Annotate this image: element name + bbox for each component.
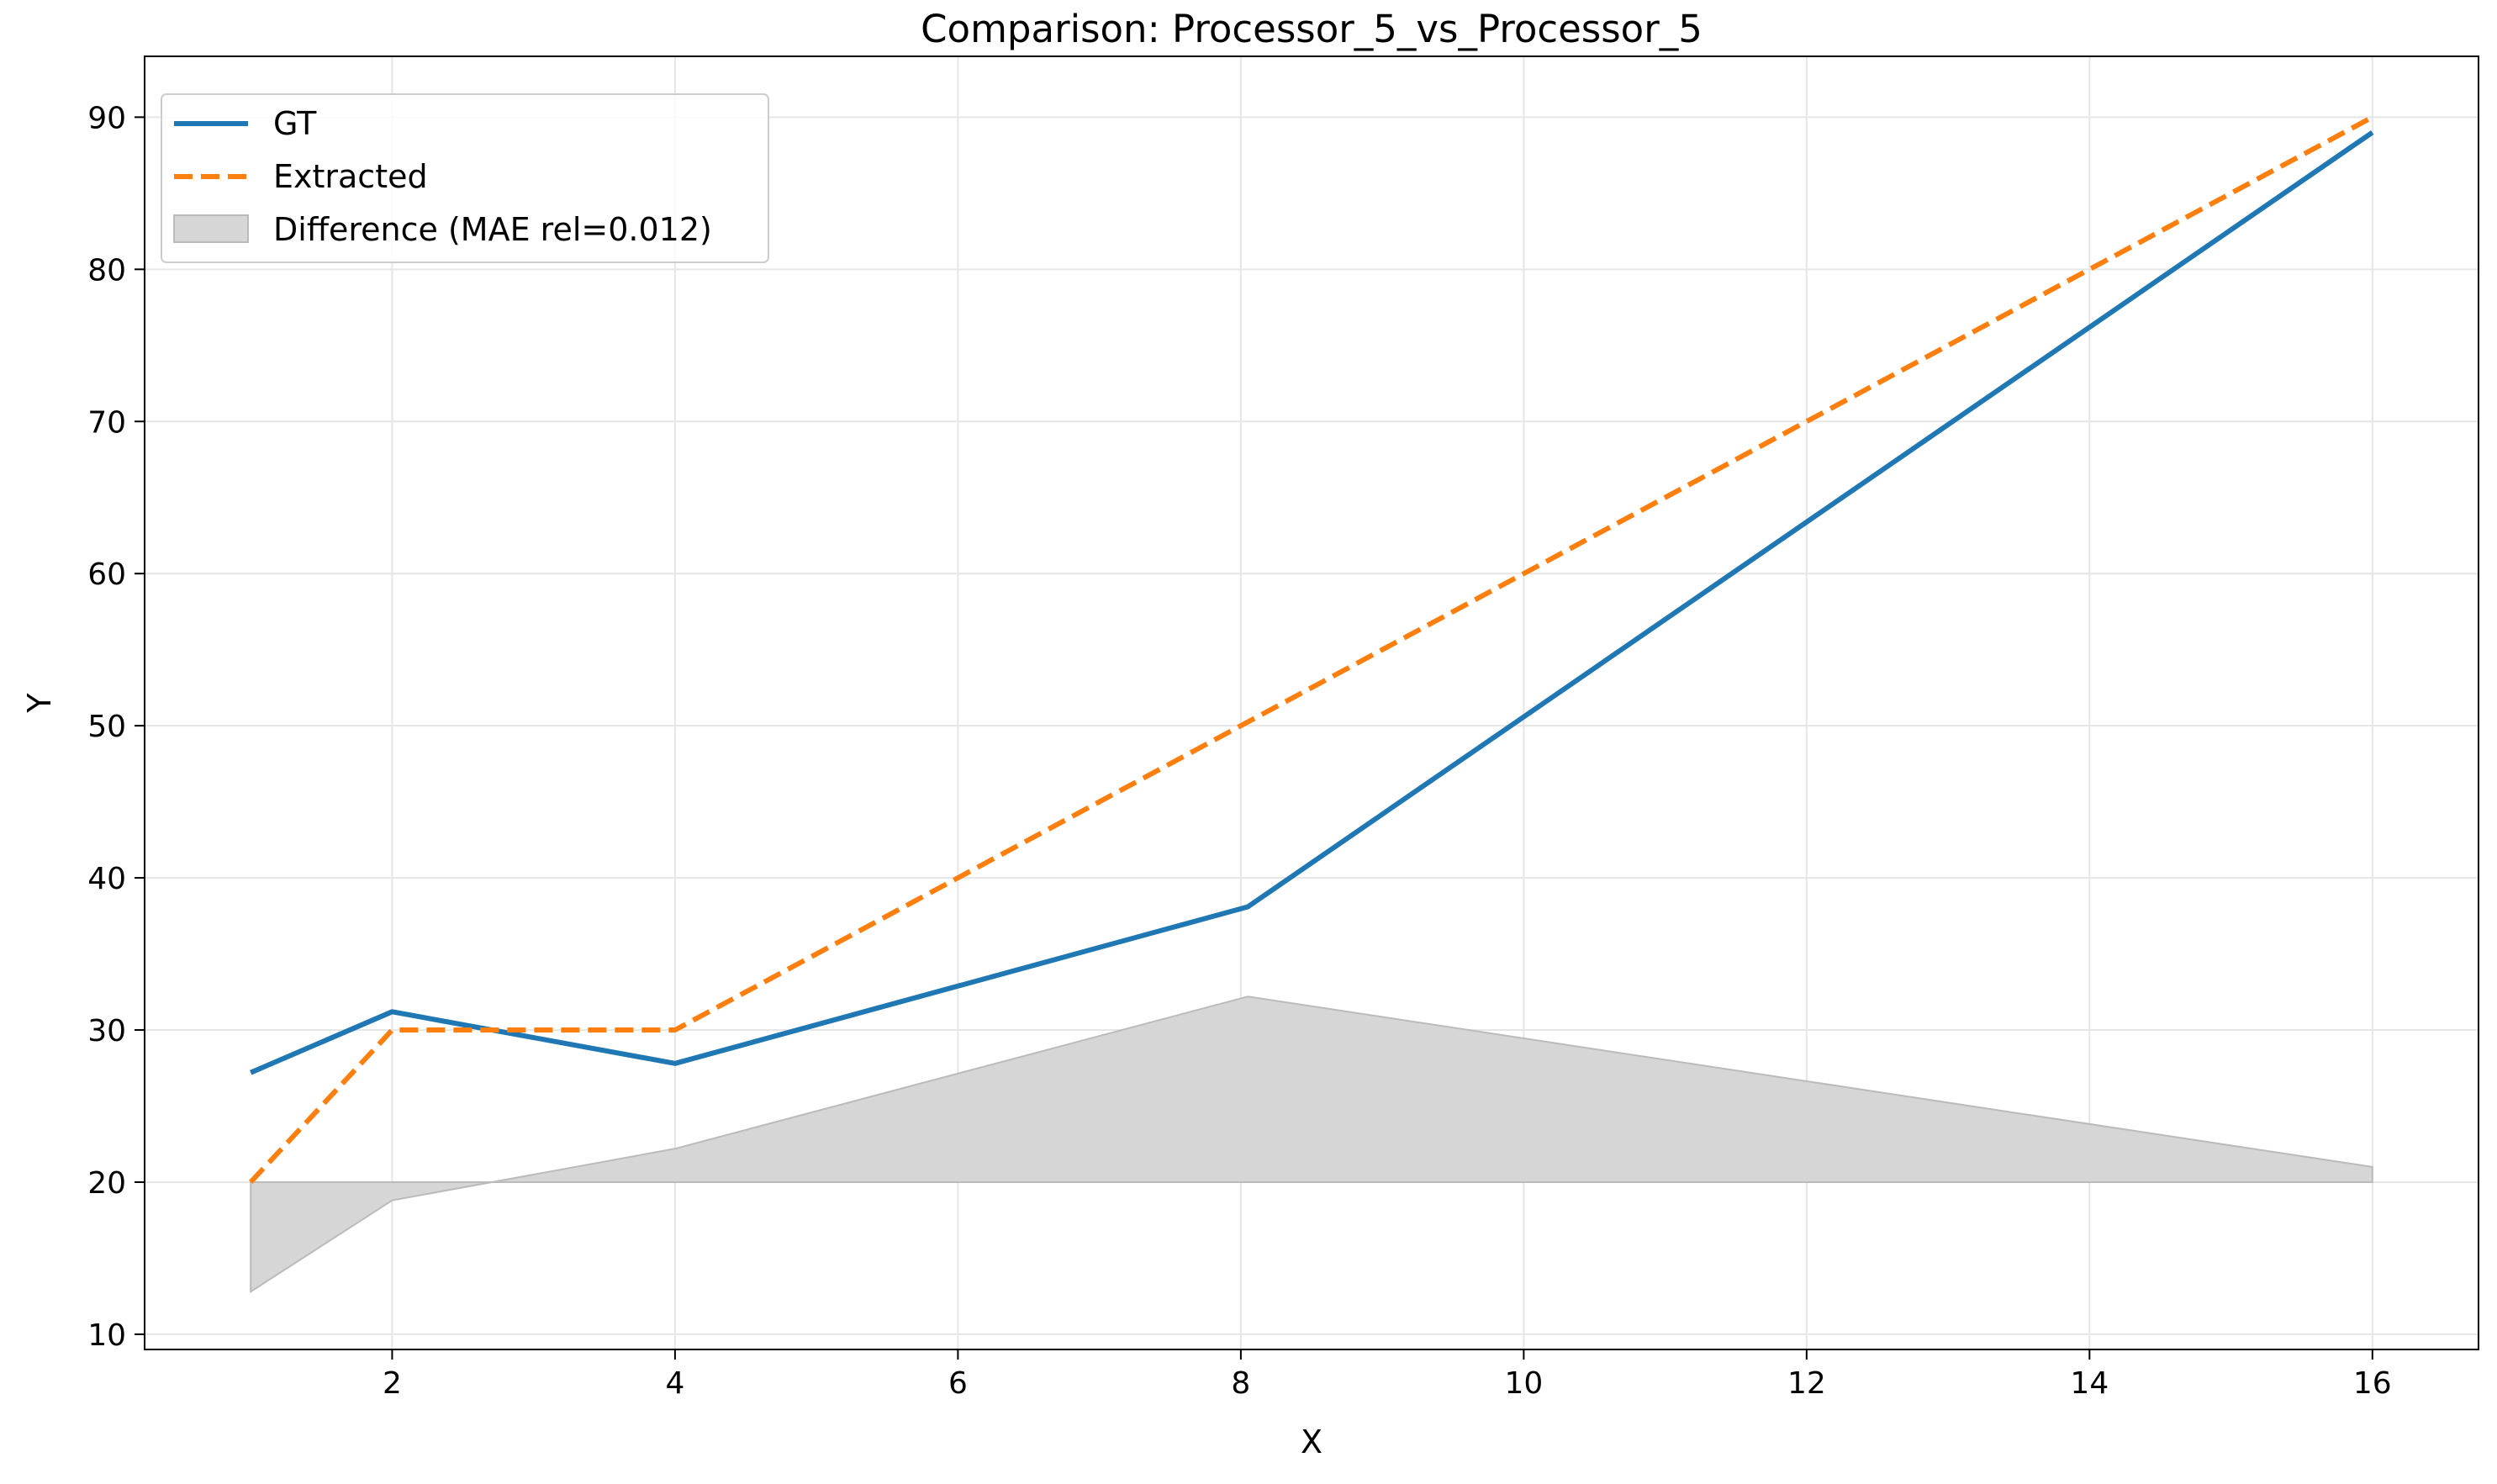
y-axis-label: Y <box>21 693 58 714</box>
x-tick-label: 14 <box>2070 1366 2109 1401</box>
y-tick-label: 20 <box>87 1166 126 1201</box>
x-tick-label: 6 <box>948 1366 968 1401</box>
x-tick-label: 4 <box>665 1366 684 1401</box>
legend-difference-swatch <box>173 214 249 243</box>
legend-box <box>161 93 769 263</box>
plot-frame <box>144 55 2479 1350</box>
y-tick-label: 40 <box>87 862 126 896</box>
x-tick-label: 2 <box>383 1366 402 1401</box>
x-axis-label: X <box>1301 1423 1322 1460</box>
y-tick-label: 30 <box>87 1014 126 1048</box>
y-tick-label: 60 <box>87 557 126 592</box>
x-tick-label: 8 <box>1231 1366 1250 1401</box>
y-tick-label: 90 <box>87 101 126 135</box>
series-line-extracted <box>248 114 2374 1185</box>
legend-difference-label: Difference (MAE rel=0.012) <box>273 211 712 248</box>
y-tick-label: 10 <box>87 1318 126 1353</box>
axis-ticks: 2 4 6 8 10 12 14 16 10 20 30 40 50 60 70 80 90 <box>87 101 2392 1401</box>
y-tick-label: 80 <box>87 253 126 288</box>
y-tick-label: 70 <box>87 405 126 440</box>
x-tick-label: 12 <box>1787 1366 1826 1401</box>
difference-area <box>250 995 2373 1294</box>
difference-area-layer <box>250 995 2373 1294</box>
x-tick-label: 16 <box>2353 1366 2392 1401</box>
legend-gt-label: GT <box>273 105 317 142</box>
x-tick-label: 10 <box>1504 1366 1543 1401</box>
legend: GT Extracted Difference (MAE rel=0.012) <box>161 93 769 263</box>
series-line-gt <box>249 129 2374 1075</box>
chart-title: Comparison: Processor_5_vs_Processor_5 <box>921 7 1702 51</box>
series-lines-layer <box>248 114 2374 1185</box>
y-tick-label: 50 <box>87 710 126 744</box>
legend-extracted-label: Extracted <box>273 158 428 195</box>
